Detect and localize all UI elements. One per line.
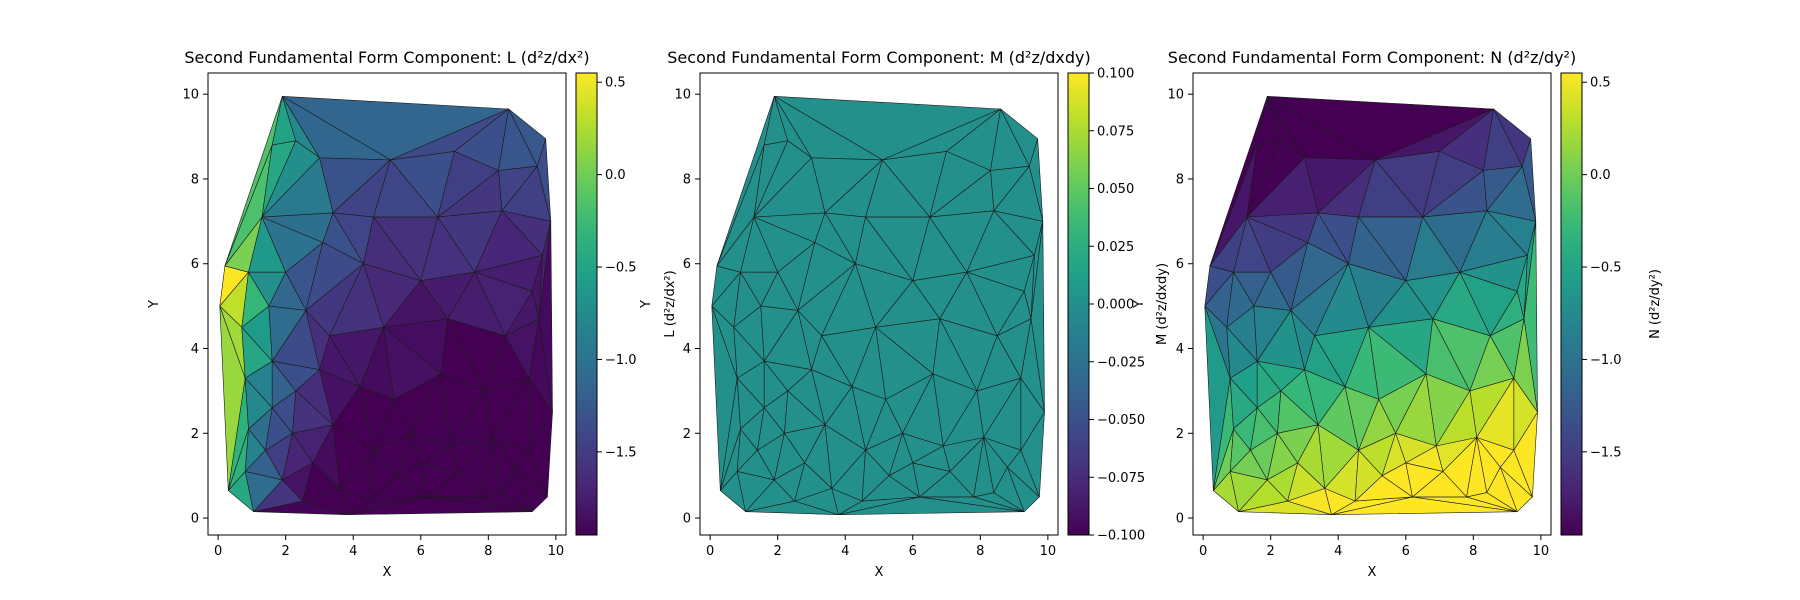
colorbar-tick-label: −1.0 xyxy=(605,353,637,368)
y-tick-label: 8 xyxy=(191,172,199,187)
x-tick-label: 6 xyxy=(909,544,917,559)
chart-title: Second Fundamental Form Component: M (d²… xyxy=(667,48,1090,67)
colorbar-tick-label: 0.5 xyxy=(1590,76,1611,91)
colorbar-gradient xyxy=(1560,72,1583,536)
colorbar-label: N (d²z/dy²) xyxy=(1648,269,1663,339)
y-axis-label: Y xyxy=(147,300,162,309)
triangle-mesh xyxy=(1204,96,1538,516)
triangle xyxy=(1405,445,1444,472)
colorbar: 0.5 0.0 −0.5 −1.0 −1.5 L (d²z/dx²) xyxy=(575,72,678,536)
triangle xyxy=(302,462,341,502)
colorbar-tick-label: −0.025 xyxy=(1097,355,1145,370)
colorbar-tick-label: 0.0 xyxy=(1590,168,1611,183)
chart-title: Second Fundamental Form Component: L (d²… xyxy=(184,48,589,67)
y-tick-label: 6 xyxy=(191,257,199,272)
colorbar-tick-label: −1.5 xyxy=(605,445,637,460)
y-tick-label: 4 xyxy=(683,342,691,357)
x-tick-label: 2 xyxy=(1267,544,1275,559)
x-tick-label: 10 xyxy=(1533,544,1550,559)
x-tick-label: 2 xyxy=(282,544,290,559)
y-tick-label: 4 xyxy=(1176,342,1184,357)
colorbar-tick-label: −0.5 xyxy=(605,261,637,276)
x-tick-label: 10 xyxy=(1040,544,1057,559)
colorbar-tick-label: −0.5 xyxy=(1590,261,1622,276)
colorbar-tick-label: 0.000 xyxy=(1097,298,1134,313)
colorbar-tick-label: 0.100 xyxy=(1097,67,1134,82)
colorbar-tick-label: −1.5 xyxy=(1590,445,1622,460)
x-tick-label: 0 xyxy=(706,544,714,559)
triangle xyxy=(1476,437,1501,493)
colorbar: 0.5 0.0 −0.5 −1.0 −1.5 N (d²z/dy²) xyxy=(1560,72,1663,536)
triangle xyxy=(794,462,833,502)
colorbar-tick-label: −1.0 xyxy=(1590,353,1622,368)
triangle-mesh xyxy=(219,96,553,516)
colorbar-tick-label: 0.025 xyxy=(1097,240,1134,255)
triangle xyxy=(1287,462,1325,502)
x-tick-label: 8 xyxy=(1469,544,1477,559)
y-tick-label: 0 xyxy=(191,512,199,527)
axes-frame xyxy=(1192,72,1552,536)
y-tick-label: 10 xyxy=(182,88,199,103)
x-tick-label: 0 xyxy=(214,544,222,559)
colorbar-tick-label: −0.100 xyxy=(1097,529,1145,544)
x-tick-label: 4 xyxy=(349,544,357,559)
x-tick-label: 4 xyxy=(841,544,849,559)
colorbar-tick-label: −0.050 xyxy=(1097,413,1145,428)
colorbar-gradient xyxy=(575,72,598,536)
colorbar-label: M (d²z/dxdy) xyxy=(1155,263,1170,345)
y-tick-label: 4 xyxy=(191,342,199,357)
triangle xyxy=(757,407,785,451)
y-tick-label: 8 xyxy=(683,172,691,187)
colorbar-label: L (d²z/dx²) xyxy=(663,270,678,337)
y-tick-label: 2 xyxy=(683,427,691,442)
colorbar: 0.100 0.075 0.050 0.025 0.000 −0.025 −0.050 −0.… xyxy=(1067,67,1170,544)
colorbar-tick-label: 0.0 xyxy=(605,168,626,183)
x-tick-label: 6 xyxy=(1402,544,1410,559)
triangle xyxy=(1250,407,1278,451)
triangle xyxy=(420,445,459,472)
triangle-mesh xyxy=(711,96,1045,516)
y-tick-label: 10 xyxy=(674,88,691,103)
axes-frame xyxy=(699,72,1059,536)
y-tick-label: 0 xyxy=(683,512,691,527)
colorbar-tick-label: 0.5 xyxy=(605,76,626,91)
panel-l: 0 2 4 6 8 10 0 2 4 6 8 10 X Y Second Fundamental Form … xyxy=(147,48,678,580)
panel-m: 0 2 4 6 8 10 0 2 4 6 8 10 X Y Second Fundamental Form … xyxy=(639,48,1170,580)
panel-n: 0 2 4 6 8 10 0 2 4 6 8 10 X Y Second Fundamental Form … xyxy=(1132,48,1663,580)
y-tick-label: 2 xyxy=(1176,427,1184,442)
colorbar-tick-label: 0.050 xyxy=(1097,182,1134,197)
x-axis-label: X xyxy=(383,565,392,580)
y-tick-label: 6 xyxy=(1176,257,1184,272)
x-tick-label: 4 xyxy=(1334,544,1342,559)
x-tick-label: 8 xyxy=(976,544,984,559)
colorbar-tick-label: −0.075 xyxy=(1097,471,1145,486)
axes-frame xyxy=(207,72,567,536)
y-tick-label: 8 xyxy=(1176,172,1184,187)
colorbar-tick-label: 0.075 xyxy=(1097,124,1134,139)
y-tick-label: 2 xyxy=(191,427,199,442)
x-axis-label: X xyxy=(875,565,884,580)
y-axis-label: Y xyxy=(1132,300,1147,309)
x-tick-label: 8 xyxy=(484,544,492,559)
triangle xyxy=(265,407,293,451)
triangle xyxy=(983,437,1008,493)
y-axis-label: Y xyxy=(639,300,654,309)
y-tick-label: 6 xyxy=(683,257,691,272)
colorbar-gradient xyxy=(1067,72,1090,536)
triangle xyxy=(491,437,516,493)
x-tick-label: 2 xyxy=(774,544,782,559)
x-tick-label: 10 xyxy=(548,544,565,559)
y-tick-label: 0 xyxy=(1176,512,1184,527)
x-axis-label: X xyxy=(1368,565,1377,580)
x-tick-label: 0 xyxy=(1199,544,1207,559)
y-tick-label: 10 xyxy=(1167,88,1184,103)
chart-title: Second Fundamental Form Component: N (d²… xyxy=(1168,48,1576,67)
x-tick-label: 6 xyxy=(417,544,425,559)
triangle xyxy=(912,445,951,472)
